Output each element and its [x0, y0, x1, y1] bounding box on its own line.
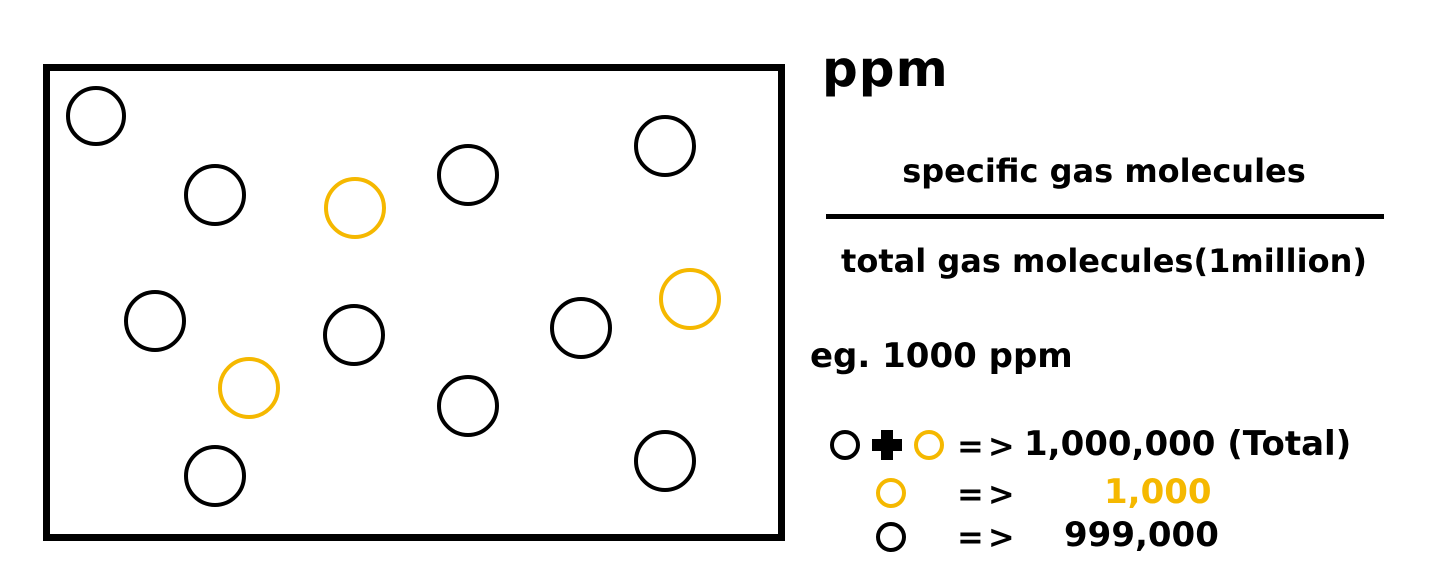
- total-value: 1,000,000 (Total): [1024, 424, 1352, 464]
- gas-molecule-black: [184, 164, 246, 226]
- gas-molecule-black: [323, 304, 385, 366]
- arrow-3: =>: [957, 518, 1019, 556]
- black-molecule-icon: [876, 522, 906, 552]
- example-label: eg. 1000 ppm: [810, 336, 1073, 376]
- gas-container-box: [43, 64, 785, 541]
- gas-molecule-gold: [324, 177, 386, 239]
- arrow-2: =>: [957, 475, 1019, 513]
- fraction-numerator: specific gas molecules: [902, 152, 1306, 190]
- fraction-denominator: total gas molecules(1million): [841, 242, 1367, 280]
- plus-icon: [872, 430, 902, 460]
- gas-molecule-gold: [218, 357, 280, 419]
- gas-molecule-black: [437, 144, 499, 206]
- gas-molecule-black: [634, 430, 696, 492]
- arrow-1: =>: [957, 427, 1019, 465]
- gas-molecule-black: [634, 115, 696, 177]
- black-molecule-icon: [830, 430, 860, 460]
- fraction-line: [826, 214, 1384, 219]
- gas-molecule-black: [437, 375, 499, 437]
- gas-molecule-black: [124, 290, 186, 352]
- diagram-title: ppm: [822, 40, 949, 98]
- gold-molecule-icon: [914, 430, 944, 460]
- other-gas-value: 999,000: [1064, 515, 1219, 555]
- gas-molecule-gold: [659, 268, 721, 330]
- gold-molecule-icon: [876, 478, 906, 508]
- gas-molecule-black: [66, 86, 126, 146]
- gas-molecule-black: [550, 297, 612, 359]
- gas-molecule-black: [184, 445, 246, 507]
- specific-gas-value: 1,000: [1104, 472, 1212, 512]
